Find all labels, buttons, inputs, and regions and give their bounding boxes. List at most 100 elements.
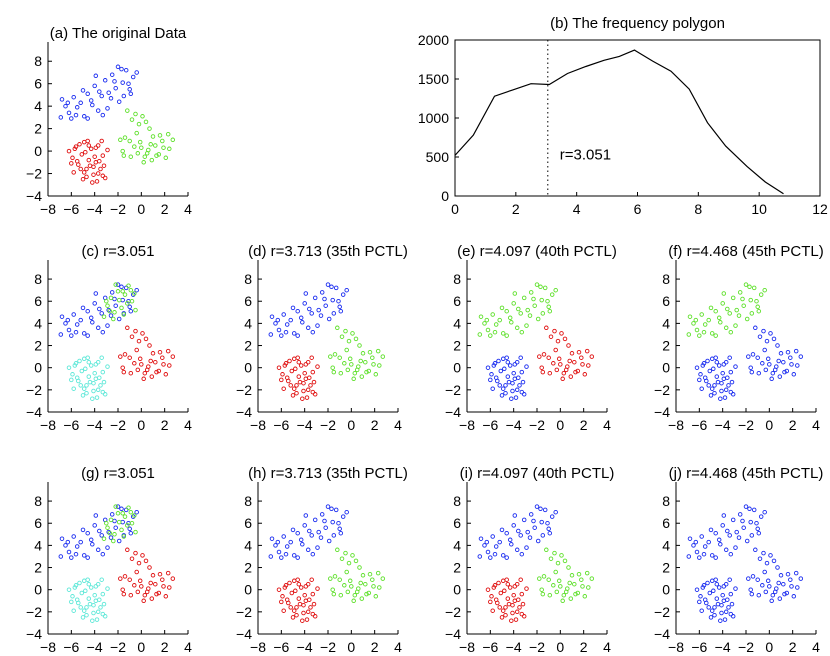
data-point (90, 396, 95, 401)
data-point (714, 374, 720, 379)
data-point (751, 285, 757, 291)
data-point (275, 539, 281, 545)
data-point (708, 615, 714, 620)
data-point (769, 598, 774, 604)
data-point (98, 605, 103, 610)
data-point (108, 295, 114, 301)
data-point (93, 291, 99, 296)
panel-title: (a) The original Data (50, 25, 187, 42)
data-point (338, 530, 344, 536)
data-point (576, 571, 582, 577)
data-point (708, 527, 714, 533)
data-point (86, 143, 92, 148)
data-point (95, 325, 101, 331)
data-point (500, 386, 506, 391)
data-point (71, 312, 76, 317)
data-point (283, 361, 289, 366)
data-point (309, 577, 314, 582)
data-point (505, 596, 511, 601)
data-point (793, 570, 799, 576)
data-point (502, 366, 507, 372)
data-point (74, 597, 80, 602)
data-point (798, 576, 804, 581)
y-tick-label: 2000 (418, 32, 449, 48)
x-tick-label: 0 (765, 639, 773, 655)
data-point (553, 569, 558, 575)
data-point (733, 545, 738, 550)
data-point (580, 584, 585, 589)
data-point (701, 583, 707, 588)
data-point (74, 322, 80, 327)
data-point (291, 331, 297, 336)
data-point (764, 560, 770, 566)
data-point (725, 306, 730, 312)
data-point (768, 331, 773, 336)
y-tick-label: 4 (34, 537, 42, 553)
data-point (370, 355, 375, 360)
data-point (498, 590, 504, 596)
data-point (747, 284, 752, 290)
data-point (545, 520, 550, 526)
data-point (125, 523, 130, 528)
data-point (510, 388, 515, 394)
data-point (280, 372, 285, 377)
data-point (765, 578, 771, 584)
data-point (294, 605, 299, 610)
data-point (789, 584, 794, 589)
data-point (527, 313, 533, 318)
data-point (339, 556, 345, 561)
data-point (776, 580, 781, 586)
data-point (525, 529, 530, 535)
data-point (142, 154, 148, 159)
data-point (563, 589, 569, 595)
data-point (579, 355, 584, 360)
data-point (128, 592, 134, 598)
data-point (539, 365, 544, 370)
data-point (329, 284, 334, 290)
data-point (307, 306, 312, 312)
data-point (758, 292, 764, 297)
x-tick-label: −4 (715, 417, 731, 433)
data-point (521, 392, 527, 397)
data-point (73, 144, 79, 149)
data-point (127, 526, 132, 532)
data-point (702, 597, 708, 602)
data-point (340, 514, 346, 519)
data-point (279, 333, 284, 338)
data-point (73, 583, 79, 588)
data-point (709, 386, 715, 391)
data-point (310, 389, 316, 395)
data-point (755, 304, 760, 310)
x-tick-label: −6 (482, 639, 498, 655)
data-point (273, 321, 278, 326)
data-point (777, 596, 783, 601)
data-point (119, 527, 124, 533)
series-line (454, 49, 784, 195)
data-point (723, 547, 729, 553)
data-point (757, 334, 763, 339)
data-point (116, 538, 122, 544)
data-point (140, 114, 145, 119)
data-point (514, 547, 520, 553)
data-point (537, 576, 542, 581)
data-point (569, 573, 575, 578)
x-tick-label: −2 (110, 639, 126, 655)
data-point (69, 377, 74, 383)
data-point (706, 605, 711, 610)
data-point (534, 282, 540, 287)
y-tick-label: 4 (244, 315, 252, 331)
data-point (700, 363, 706, 368)
data-point (144, 367, 150, 373)
data-point (709, 608, 715, 613)
data-point (143, 119, 149, 125)
data-point (71, 608, 76, 613)
data-point (122, 514, 128, 519)
data-point (305, 359, 311, 365)
data-point (736, 313, 742, 318)
data-point (714, 359, 720, 365)
x-tick-label: −4 (506, 417, 522, 433)
data-point (83, 149, 88, 155)
data-point (553, 287, 558, 293)
data-point (493, 375, 499, 380)
data-point (375, 348, 381, 354)
